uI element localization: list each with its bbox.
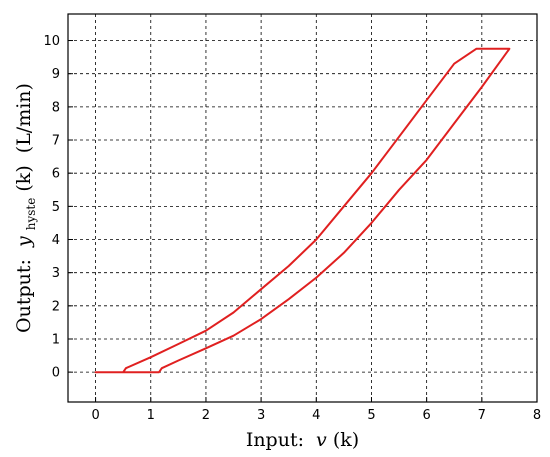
y-tick-label: 9 bbox=[52, 67, 60, 82]
plot-frame bbox=[67, 13, 538, 403]
series-layer bbox=[94, 47, 511, 374]
y-axis-label-arg: (k) bbox=[13, 165, 35, 191]
x-tick-label: 1 bbox=[147, 408, 155, 423]
x-tick-label: 3 bbox=[257, 408, 265, 423]
y-tick-label: 1 bbox=[52, 332, 60, 347]
x-tick-label: 7 bbox=[478, 408, 486, 423]
y-tick-label: 7 bbox=[52, 134, 60, 149]
y-tick-label: 6 bbox=[52, 167, 60, 182]
y-axis-label: Output: y hyste (k) (L/min) bbox=[13, 83, 40, 333]
y-tick-label: 5 bbox=[52, 200, 60, 215]
y-tick-label: 3 bbox=[52, 266, 60, 281]
y-tick-label: 8 bbox=[52, 100, 60, 115]
ticks: 0 1 2 3 4 5 6 7 8 0 1 2 3 4 5 6 7 8 9 10 bbox=[43, 34, 541, 423]
x-tick-label: 8 bbox=[533, 408, 541, 423]
y-tick-label: 10 bbox=[43, 34, 60, 49]
hysteresis-loop-line bbox=[94, 47, 511, 374]
y-axis-label-prefix: Output: bbox=[13, 259, 35, 333]
y-axis-label-var: y bbox=[13, 236, 35, 248]
x-axis-label: Input: v (k) bbox=[246, 429, 359, 451]
x-axis-label-var: v bbox=[316, 429, 327, 451]
x-tick-label: 0 bbox=[91, 408, 99, 423]
y-axis-label-sub: hyste bbox=[24, 198, 38, 231]
y-axis-label-unit: (L/min) bbox=[13, 83, 35, 153]
x-axis-label-prefix: Input: bbox=[246, 429, 304, 451]
x-tick-label: 2 bbox=[202, 408, 210, 423]
y-tick-label: 0 bbox=[52, 366, 60, 381]
y-tick-label: 4 bbox=[52, 233, 60, 248]
x-tick-label: 5 bbox=[367, 408, 375, 423]
x-tick-label: 4 bbox=[312, 408, 320, 423]
x-tick-label: 6 bbox=[423, 408, 431, 423]
y-tick-label: 2 bbox=[52, 299, 60, 314]
grid bbox=[68, 14, 538, 402]
x-axis-label-arg: (k) bbox=[333, 429, 359, 451]
